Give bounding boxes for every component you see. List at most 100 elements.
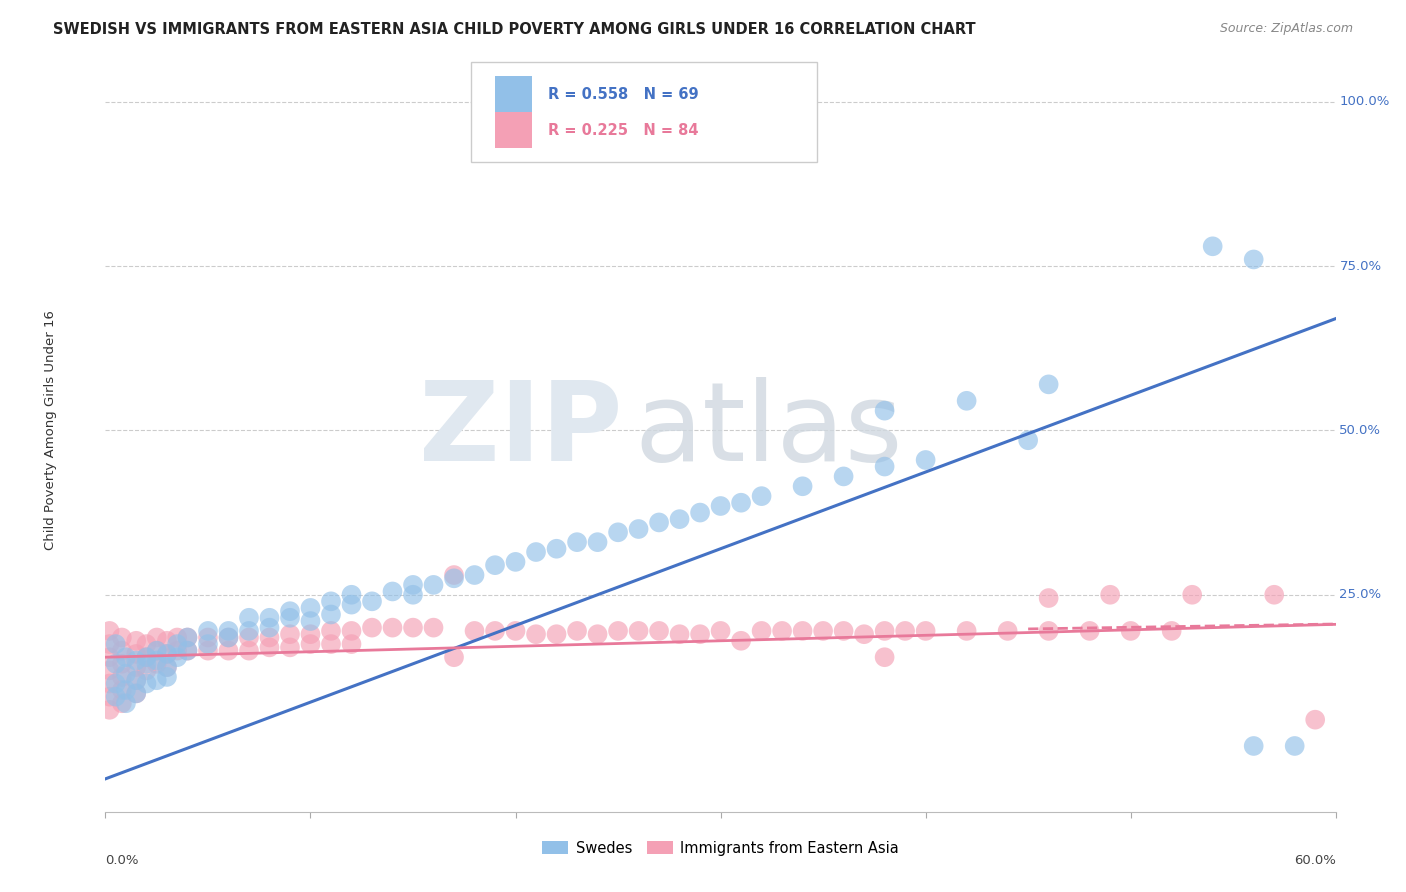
Point xyxy=(98,690,121,704)
Point xyxy=(166,643,188,657)
Point xyxy=(125,653,148,667)
Point xyxy=(125,633,148,648)
Point xyxy=(484,558,506,573)
Point xyxy=(340,637,363,651)
Point xyxy=(524,545,547,559)
Point xyxy=(319,607,342,622)
Point xyxy=(710,624,733,638)
Point xyxy=(997,624,1019,638)
Point xyxy=(218,631,240,645)
Point xyxy=(98,676,121,690)
Point xyxy=(278,627,301,641)
Point xyxy=(565,624,588,638)
Point xyxy=(873,459,896,474)
Point xyxy=(135,650,157,665)
Point xyxy=(299,614,322,628)
Point xyxy=(586,627,609,641)
Point xyxy=(125,673,148,688)
Point xyxy=(586,535,609,549)
Point xyxy=(1243,739,1265,753)
Point xyxy=(319,624,342,638)
Point xyxy=(125,686,148,700)
Point xyxy=(135,664,157,678)
Point xyxy=(689,506,711,520)
Point xyxy=(98,664,121,678)
Point xyxy=(176,643,198,657)
Point xyxy=(1303,713,1326,727)
Point xyxy=(278,604,301,618)
Point xyxy=(1119,624,1142,638)
Point xyxy=(770,624,793,638)
Point xyxy=(98,624,121,638)
Point xyxy=(145,643,167,657)
Point xyxy=(111,631,134,645)
Point xyxy=(1181,588,1204,602)
Point xyxy=(894,624,917,638)
Point xyxy=(238,624,260,638)
Point xyxy=(751,489,773,503)
Point xyxy=(115,666,138,681)
Text: R = 0.225   N = 84: R = 0.225 N = 84 xyxy=(548,123,699,138)
Point xyxy=(115,650,138,665)
Point xyxy=(259,611,281,625)
Point xyxy=(648,516,671,530)
Point xyxy=(135,676,157,690)
Point xyxy=(111,670,134,684)
Point xyxy=(278,640,301,655)
Point xyxy=(111,657,134,671)
Point xyxy=(176,631,198,645)
Point xyxy=(627,522,650,536)
Point xyxy=(111,683,134,698)
Point xyxy=(156,660,179,674)
Point xyxy=(98,637,121,651)
Point xyxy=(197,624,219,638)
Point xyxy=(135,657,157,671)
Point xyxy=(125,673,148,688)
Point xyxy=(98,650,121,665)
Point xyxy=(176,643,198,657)
Point xyxy=(484,624,506,638)
Point xyxy=(238,631,260,645)
Point xyxy=(259,640,281,655)
Text: Source: ZipAtlas.com: Source: ZipAtlas.com xyxy=(1219,22,1353,36)
Point xyxy=(505,624,527,638)
Point xyxy=(873,624,896,638)
Point xyxy=(689,627,711,641)
Point xyxy=(505,555,527,569)
Point xyxy=(668,627,690,641)
Point xyxy=(751,624,773,638)
Point xyxy=(710,499,733,513)
Point xyxy=(730,633,752,648)
Point xyxy=(166,637,188,651)
Point xyxy=(104,676,127,690)
Point xyxy=(648,624,671,638)
Point xyxy=(381,621,404,635)
Point xyxy=(1243,252,1265,267)
Point xyxy=(956,624,979,638)
Text: atlas: atlas xyxy=(634,377,903,483)
Point xyxy=(627,624,650,638)
Point xyxy=(443,650,465,665)
Point xyxy=(218,643,240,657)
Point xyxy=(402,588,425,602)
FancyBboxPatch shape xyxy=(495,76,533,112)
Point xyxy=(340,624,363,638)
Point xyxy=(422,621,444,635)
Text: 25.0%: 25.0% xyxy=(1340,588,1382,601)
Point xyxy=(259,621,281,635)
Point xyxy=(1202,239,1225,253)
Text: 60.0%: 60.0% xyxy=(1294,854,1336,867)
Point xyxy=(524,627,547,641)
Point xyxy=(792,479,814,493)
Point xyxy=(259,631,281,645)
Point xyxy=(422,578,444,592)
Point xyxy=(340,598,363,612)
Point xyxy=(361,594,384,608)
Point xyxy=(166,631,188,645)
Point xyxy=(145,673,167,688)
Point xyxy=(197,637,219,651)
Point xyxy=(156,633,179,648)
Point xyxy=(546,541,568,556)
Point xyxy=(111,696,134,710)
Text: R = 0.558   N = 69: R = 0.558 N = 69 xyxy=(548,87,699,102)
